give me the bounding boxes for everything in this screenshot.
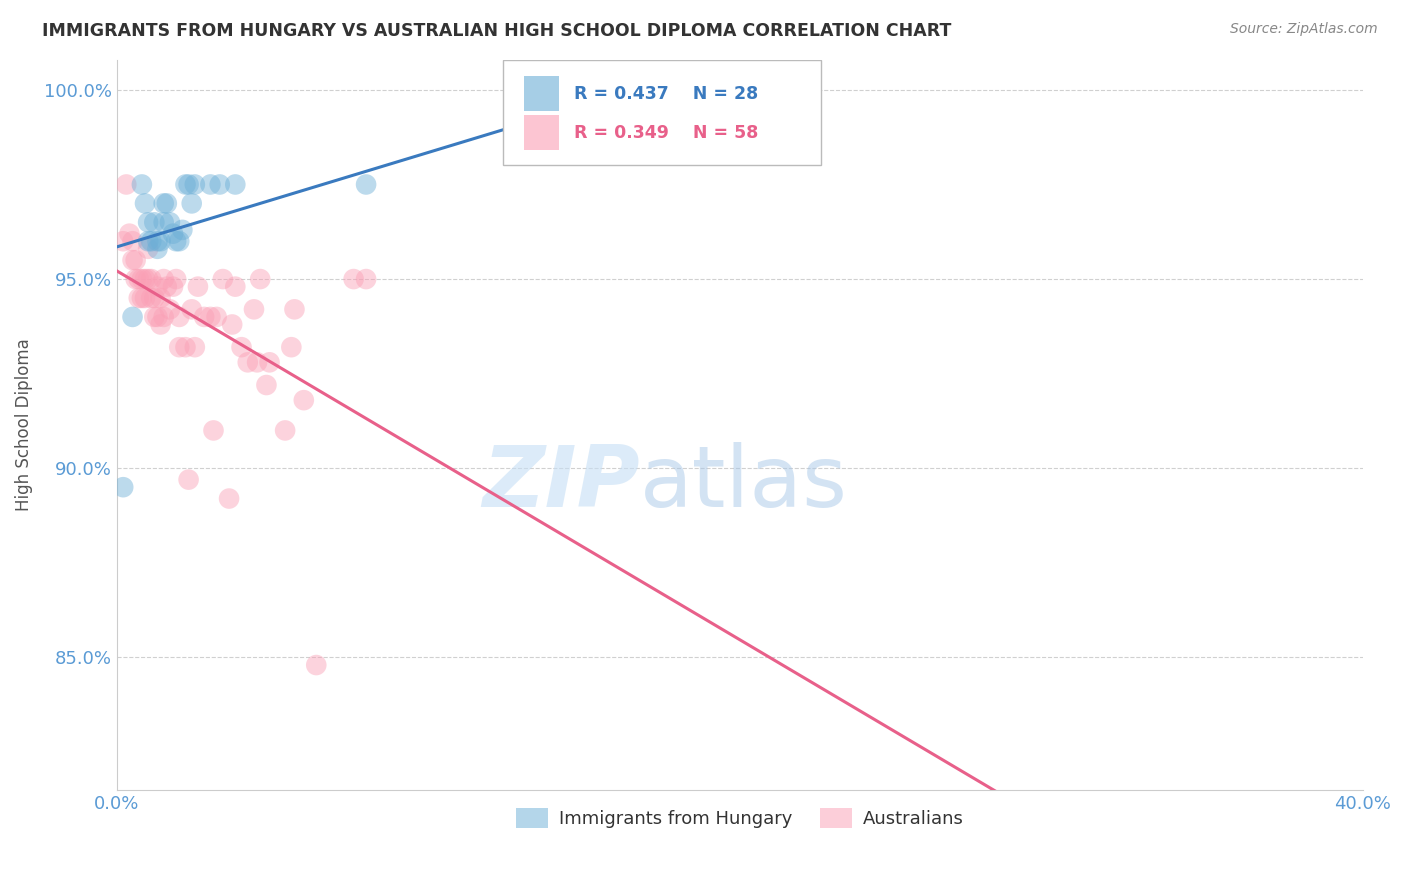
- Point: [184, 178, 207, 192]
- Text: IMMIGRANTS FROM HUNGARY VS AUSTRALIAN HIGH SCHOOL DIPLOMA CORRELATION CHART: IMMIGRANTS FROM HUNGARY VS AUSTRALIAN HI…: [42, 22, 952, 40]
- Point: [121, 310, 143, 324]
- Point: [200, 310, 222, 324]
- Point: [121, 253, 143, 268]
- Point: [136, 234, 159, 248]
- Point: [149, 291, 172, 305]
- Point: [162, 227, 184, 241]
- Point: [236, 355, 259, 369]
- Point: [131, 291, 153, 305]
- Point: [156, 196, 179, 211]
- Point: [112, 480, 135, 494]
- Point: [152, 310, 174, 324]
- Point: [305, 658, 328, 673]
- Point: [246, 355, 269, 369]
- Point: [143, 310, 166, 324]
- Point: [141, 272, 163, 286]
- Point: [149, 234, 172, 248]
- Point: [146, 234, 169, 248]
- Point: [343, 272, 366, 286]
- Point: [218, 491, 240, 506]
- FancyBboxPatch shape: [503, 60, 821, 166]
- Point: [187, 279, 209, 293]
- Point: [224, 178, 246, 192]
- Point: [177, 473, 200, 487]
- Point: [165, 234, 187, 248]
- Point: [280, 340, 302, 354]
- Point: [274, 424, 297, 438]
- Point: [174, 340, 197, 354]
- Point: [211, 272, 233, 286]
- Point: [354, 272, 377, 286]
- Point: [121, 234, 143, 248]
- Point: [131, 272, 153, 286]
- Point: [159, 302, 181, 317]
- FancyBboxPatch shape: [524, 115, 560, 150]
- Text: R = 0.437    N = 28: R = 0.437 N = 28: [574, 85, 758, 103]
- Point: [243, 302, 266, 317]
- Point: [128, 291, 150, 305]
- Point: [156, 279, 179, 293]
- Point: [149, 318, 172, 332]
- Text: atlas: atlas: [640, 442, 848, 524]
- Point: [205, 310, 228, 324]
- Point: [283, 302, 305, 317]
- Point: [134, 196, 156, 211]
- Point: [167, 234, 190, 248]
- Point: [256, 378, 278, 392]
- Point: [231, 340, 253, 354]
- Y-axis label: High School Diploma: High School Diploma: [15, 338, 32, 511]
- Text: ZIP: ZIP: [482, 442, 640, 524]
- Point: [354, 178, 377, 192]
- Point: [134, 291, 156, 305]
- Text: R = 0.349    N = 58: R = 0.349 N = 58: [574, 124, 758, 142]
- Point: [167, 310, 190, 324]
- Point: [180, 196, 202, 211]
- FancyBboxPatch shape: [524, 77, 560, 112]
- Point: [202, 424, 225, 438]
- Point: [728, 79, 751, 94]
- Point: [143, 291, 166, 305]
- Point: [136, 242, 159, 256]
- Point: [136, 215, 159, 229]
- Point: [180, 302, 202, 317]
- Point: [152, 272, 174, 286]
- Point: [165, 272, 187, 286]
- Point: [167, 340, 190, 354]
- Point: [136, 272, 159, 286]
- Point: [193, 310, 215, 324]
- Point: [134, 272, 156, 286]
- Point: [221, 318, 243, 332]
- Point: [128, 272, 150, 286]
- Point: [112, 234, 135, 248]
- Point: [259, 355, 281, 369]
- Point: [172, 223, 194, 237]
- Point: [124, 253, 146, 268]
- Legend: Immigrants from Hungary, Australians: Immigrants from Hungary, Australians: [509, 800, 972, 836]
- Point: [152, 196, 174, 211]
- Text: Source: ZipAtlas.com: Source: ZipAtlas.com: [1230, 22, 1378, 37]
- Point: [224, 279, 246, 293]
- Point: [143, 215, 166, 229]
- Point: [292, 393, 315, 408]
- Point: [208, 178, 231, 192]
- Point: [141, 291, 163, 305]
- Point: [184, 340, 207, 354]
- Point: [141, 234, 163, 248]
- Point: [146, 279, 169, 293]
- Point: [177, 178, 200, 192]
- Point: [115, 178, 138, 192]
- Point: [159, 215, 181, 229]
- Point: [146, 310, 169, 324]
- Point: [152, 215, 174, 229]
- Point: [146, 242, 169, 256]
- Point: [118, 227, 141, 241]
- Point: [124, 272, 146, 286]
- Point: [174, 178, 197, 192]
- Point: [162, 279, 184, 293]
- Point: [131, 178, 153, 192]
- Point: [249, 272, 271, 286]
- Point: [200, 178, 222, 192]
